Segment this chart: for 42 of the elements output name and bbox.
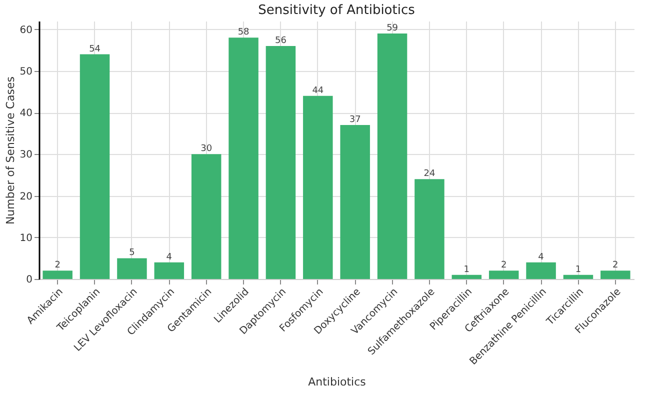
- bar: [488, 270, 519, 279]
- bar: [80, 54, 110, 279]
- data-label: 30: [200, 144, 212, 154]
- data-label: 4: [538, 252, 544, 262]
- x-axis-title: Antibiotics: [308, 376, 366, 389]
- data-label: 5: [129, 248, 135, 258]
- y-tick-label: 20: [20, 191, 32, 202]
- data-label: 37: [349, 115, 361, 126]
- data-label: 1: [464, 264, 470, 275]
- data-label: 2: [500, 260, 507, 271]
- data-label: 2: [612, 260, 618, 271]
- data-label: 4: [166, 252, 172, 262]
- data-label: 56: [274, 36, 287, 46]
- bar: [377, 33, 408, 279]
- data-label: 54: [89, 44, 101, 54]
- chart-title: Sensitivity of Antibiotics: [258, 3, 416, 18]
- bar: [191, 154, 222, 279]
- y-tick-label: 50: [20, 66, 32, 78]
- bar: [452, 274, 482, 279]
- bar: [42, 270, 72, 279]
- data-label: 1: [575, 264, 582, 275]
- bar: [154, 262, 184, 279]
- bar: [266, 46, 296, 279]
- bar: [228, 38, 258, 279]
- y-tick-label: 40: [20, 108, 32, 120]
- y-tick-label: 60: [20, 24, 32, 36]
- y-axis-title: Number of Sensitive Cases: [4, 76, 17, 225]
- y-tick-label: 0: [26, 274, 32, 286]
- y-tick-label: 30: [20, 150, 32, 161]
- bar: [414, 179, 444, 279]
- bar: [303, 96, 333, 279]
- bar: [340, 125, 370, 279]
- data-label: 24: [424, 169, 436, 180]
- data-label: 44: [312, 86, 324, 96]
- bar: [563, 274, 594, 279]
- bar: [117, 258, 147, 279]
- bar: [526, 262, 556, 279]
- data-label: 2: [54, 260, 60, 271]
- data-label: 59: [386, 23, 398, 34]
- bar: [600, 270, 630, 279]
- y-tick-label: 10: [20, 232, 32, 244]
- data-label: 58: [238, 28, 250, 38]
